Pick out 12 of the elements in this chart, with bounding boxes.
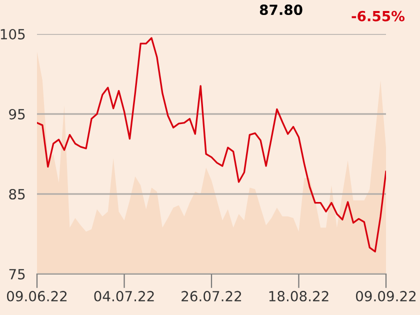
line-series [37, 37, 386, 252]
y-tick-label: 85 [9, 188, 25, 200]
y-tick-label: 95 [9, 108, 25, 120]
y-tick-label: 75 [9, 269, 25, 280]
x-tick-label: 04.07.22 [94, 290, 154, 302]
x-tick-label: 09.09.22 [356, 290, 416, 302]
text: -6.55% [352, 10, 405, 22]
y-tick-label: 105 [0, 28, 25, 40]
text: 87.80 [260, 4, 302, 16]
x-tick-label: 18.08.22 [269, 290, 328, 302]
x-tick-label: 09.06.22 [6, 290, 67, 302]
x-tick-label: 26.07.22 [182, 290, 242, 302]
